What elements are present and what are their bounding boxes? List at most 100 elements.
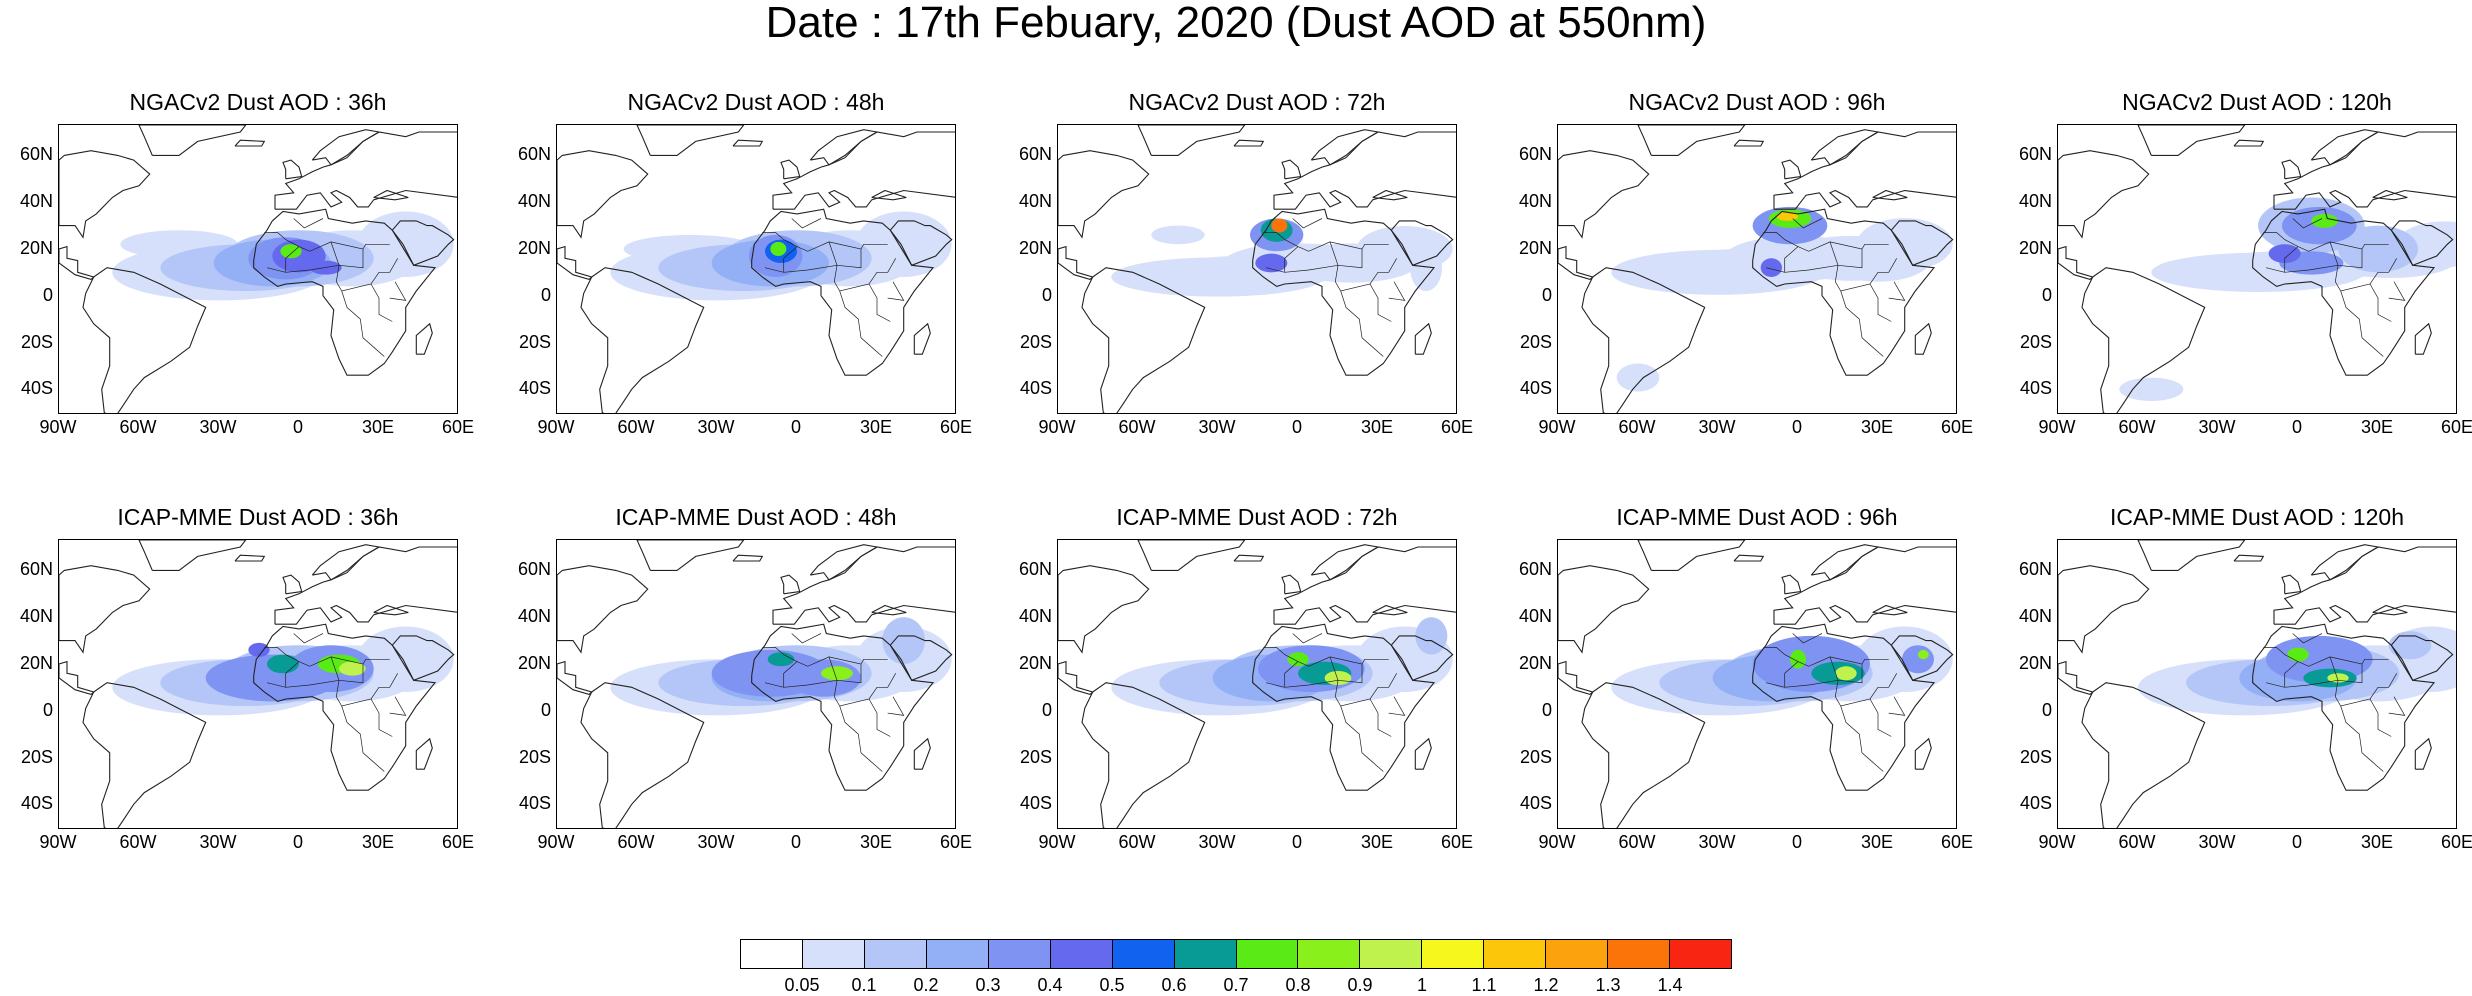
aod-contour [357,626,454,693]
colorbar-box [802,940,865,968]
country-border [1763,232,1863,273]
lat-tick-label: 40S [20,793,53,814]
country-border [1840,290,1884,357]
lon-tick-label: 60E [2440,832,2472,852]
lat-tick-label: 0 [42,284,53,305]
aod-contour [1151,225,1205,245]
coastline [2252,208,2436,376]
lon-tick-label: 0 [292,832,303,852]
coastline [1914,322,1932,355]
coastline [391,220,455,266]
map-panel: NGACv2 Dust AOD : 48h 60N 40N 20N 0 20S 40S 90W… [518,89,972,436]
lon-tick-label: 30E [1860,832,1894,852]
coastline [274,546,457,625]
dust-aod-map [2058,125,2456,413]
lat-tick-label: 40N [517,606,551,627]
coastline [274,131,457,210]
country-border [2263,232,2363,273]
lon-tick-label: 90W [1538,417,1576,437]
panel-title: NGACv2 Dust AOD : 120h [2122,89,2392,115]
coastline [1558,150,1650,239]
lat-tick-label: 40N [19,191,53,212]
coastline [1390,635,1454,681]
country-border [285,661,300,688]
aod-contour [767,652,795,667]
map-frame [556,539,956,829]
lon-tick-label: 0 [292,417,303,437]
coastline [1872,189,1908,201]
country-border [839,705,883,772]
coastline [2281,159,2302,180]
country-border [2329,241,2398,292]
coastline [2414,322,2432,355]
lat-tick-label: 40N [2018,191,2052,212]
lat-tick-label: 40S [2019,793,2052,814]
lat-tick-label: 40N [517,191,551,212]
colorbar-label: 0.7 [1223,975,1249,995]
aod-contour [770,241,787,256]
map-frame [2057,124,2457,414]
lat-tick-label: 60N [1018,559,1052,580]
dust-aod-map [59,540,457,828]
lat-tick-label: 60N [19,144,53,165]
lat-tick-label: 20N [1018,237,1052,258]
colorbar-box [1422,940,1485,968]
coastline [2058,150,2150,239]
lat-tick-label: 40N [2018,606,2052,627]
coastline [751,208,935,376]
lat-tick-label: 40S [2019,378,2052,399]
lat-tick-label: 20S [518,331,551,352]
colorbar-label: 0.8 [1285,975,1311,995]
country-border [370,283,393,322]
lon-tick-label: 60W [1618,832,1656,852]
lon-tick-label: 60E [939,417,973,437]
coastline [59,565,151,654]
lat-tick-label: 40S [1519,378,1552,399]
colorbar-label: 0.9 [1347,975,1373,995]
coastline [1752,208,1936,376]
country-border [1792,633,1823,644]
colorbar-label: 1 [1416,975,1427,995]
map-panel: ICAP-MME Dust AOD : 96h 60N 40N 20N 0 20S 40S 9… [1519,504,1973,851]
coastline [913,737,931,770]
lon-tick-label: 30E [2360,417,2394,437]
coastline [1252,623,1436,791]
coastline [2058,245,2094,281]
country-border [1888,281,1906,301]
country-border [2388,281,2406,301]
lat-tick-label: 40N [1518,191,1552,212]
coastline [1773,546,1956,625]
lon-tick-label: 30W [1698,417,1736,437]
country-border [1763,647,1863,688]
lon-tick-label: 30W [199,832,237,852]
coastline [2137,540,2246,571]
figure-title: Date : 17th Febuary, 2020 (Dust AOD at 5… [765,0,1707,47]
country-border [389,281,407,301]
aod-contour [248,642,270,657]
country-border [362,243,390,250]
colorbar-label: 1.2 [1533,975,1559,995]
lon-tick-label: 90W [1038,832,1076,852]
coastline [1773,131,1956,210]
lon-tick-label: 60W [617,832,655,852]
country-border [1388,696,1406,716]
country-border [1829,656,1898,707]
coastline [1137,125,1246,156]
lat-tick-label: 0 [2041,699,2052,720]
lat-tick-label: 40S [518,793,551,814]
coastline [282,574,303,595]
lon-tick-label: 30W [1198,417,1236,437]
coastline [1281,574,1302,595]
country-border [2361,658,2389,665]
coastline [772,131,955,210]
country-border [1784,246,1799,273]
coastline [732,139,764,147]
panel-title: NGACv2 Dust AOD : 96h [1628,89,1886,115]
coastline [415,737,433,770]
coastline [2233,139,2265,147]
coastline [282,159,303,180]
lat-tick-label: 40N [1018,191,1052,212]
country-border [264,647,364,688]
lon-tick-label: 60W [2118,832,2156,852]
coastline [913,322,931,355]
